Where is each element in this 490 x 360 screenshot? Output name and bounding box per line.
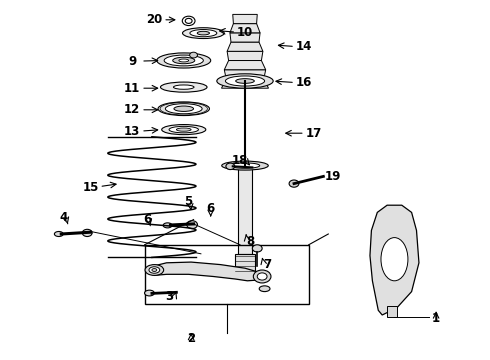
Text: 10: 10	[237, 26, 253, 39]
Circle shape	[226, 163, 235, 170]
Bar	[387, 306, 397, 317]
Circle shape	[289, 180, 299, 187]
Text: 8: 8	[246, 235, 254, 248]
Polygon shape	[227, 42, 263, 51]
Text: 9: 9	[128, 55, 136, 68]
Circle shape	[187, 221, 197, 229]
Ellipse shape	[169, 126, 198, 133]
Circle shape	[252, 245, 262, 252]
Polygon shape	[370, 205, 419, 315]
Text: 3: 3	[165, 291, 173, 303]
Polygon shape	[221, 79, 269, 88]
Ellipse shape	[176, 128, 191, 131]
Bar	[145, 245, 309, 304]
Ellipse shape	[221, 161, 269, 170]
Bar	[238, 166, 252, 254]
Ellipse shape	[162, 125, 206, 135]
Text: 6: 6	[207, 202, 215, 215]
Text: 17: 17	[305, 127, 322, 140]
Ellipse shape	[179, 59, 189, 62]
Ellipse shape	[172, 57, 195, 64]
Circle shape	[257, 273, 267, 280]
Text: 15: 15	[82, 181, 99, 194]
Ellipse shape	[259, 286, 270, 292]
Polygon shape	[230, 33, 260, 42]
Ellipse shape	[164, 55, 203, 66]
Ellipse shape	[54, 231, 63, 237]
Circle shape	[253, 270, 271, 283]
Ellipse shape	[190, 30, 217, 37]
Ellipse shape	[197, 31, 210, 35]
Polygon shape	[224, 70, 266, 79]
Polygon shape	[224, 60, 266, 70]
Polygon shape	[233, 14, 257, 24]
Ellipse shape	[145, 290, 154, 296]
Ellipse shape	[161, 82, 207, 92]
Text: 4: 4	[60, 211, 68, 224]
Ellipse shape	[149, 267, 160, 273]
Text: 20: 20	[146, 13, 163, 26]
Text: 14: 14	[295, 40, 312, 53]
Text: 2: 2	[187, 332, 195, 345]
Ellipse shape	[236, 79, 254, 83]
Ellipse shape	[381, 238, 408, 281]
Circle shape	[190, 52, 197, 58]
Ellipse shape	[157, 53, 211, 68]
Text: 16: 16	[295, 76, 312, 89]
Circle shape	[82, 229, 92, 237]
Text: 5: 5	[185, 195, 193, 208]
Text: 6: 6	[143, 213, 151, 226]
Text: 13: 13	[124, 125, 141, 138]
Text: 12: 12	[124, 103, 141, 116]
Bar	[235, 254, 255, 274]
Ellipse shape	[182, 28, 224, 39]
Ellipse shape	[158, 102, 210, 116]
Ellipse shape	[225, 76, 265, 86]
Polygon shape	[230, 24, 260, 33]
Ellipse shape	[166, 104, 202, 114]
Text: 1: 1	[432, 312, 440, 325]
Text: 19: 19	[325, 170, 342, 183]
Ellipse shape	[217, 74, 273, 88]
Polygon shape	[151, 262, 262, 281]
Ellipse shape	[163, 223, 172, 228]
Ellipse shape	[174, 106, 194, 112]
Ellipse shape	[152, 269, 157, 271]
Ellipse shape	[173, 85, 194, 89]
Ellipse shape	[145, 265, 164, 275]
Ellipse shape	[230, 163, 260, 168]
Text: 18: 18	[232, 154, 248, 167]
Polygon shape	[227, 51, 263, 60]
Text: 11: 11	[124, 82, 141, 95]
Text: 7: 7	[263, 258, 271, 271]
